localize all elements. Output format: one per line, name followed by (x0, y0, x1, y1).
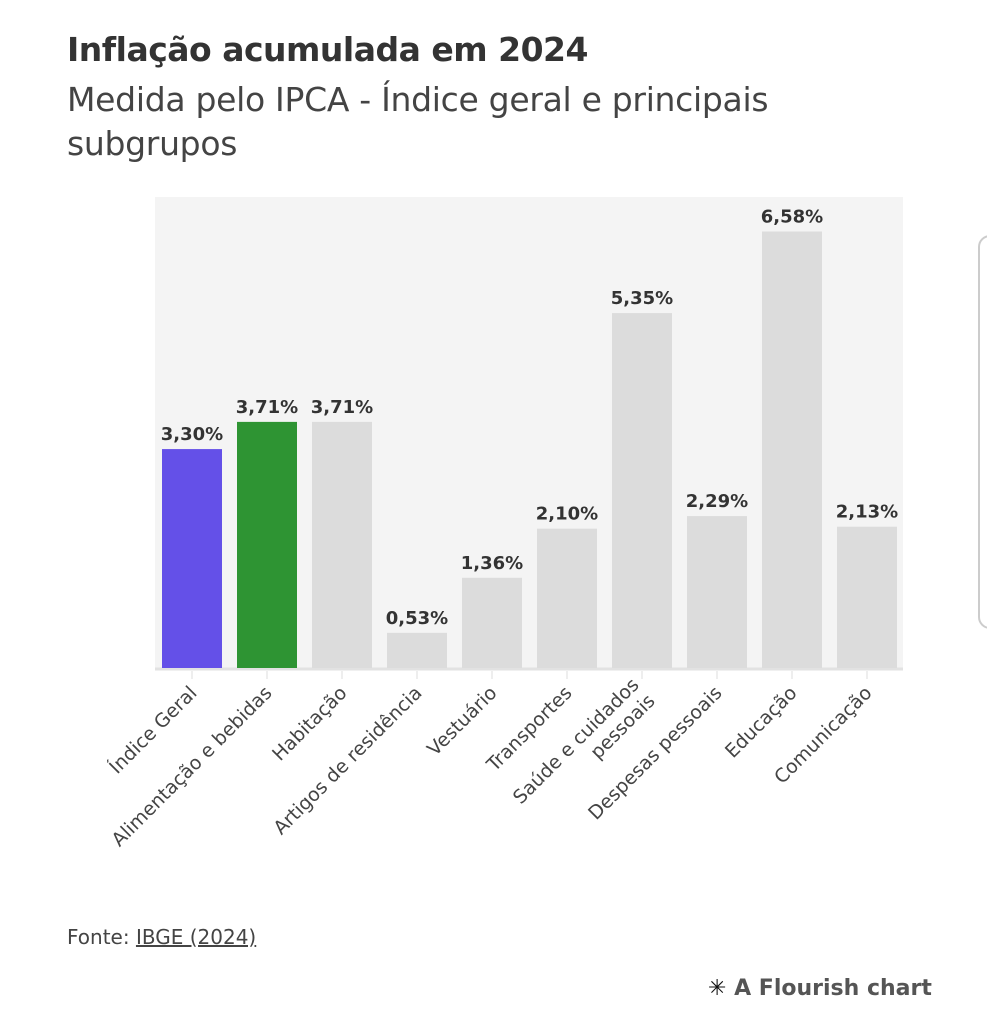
source-note: Fonte: IBGE (2024) (67, 925, 256, 949)
data-label: 5,35% (611, 288, 673, 309)
chart-title: Inflação acumulada em 2024 (67, 30, 588, 69)
data-label: 3,71% (311, 397, 373, 418)
bar (387, 632, 447, 668)
x-tick-label: Vestuário (423, 682, 501, 760)
data-label: 2,29% (686, 491, 748, 512)
bar (837, 526, 897, 668)
bar (462, 577, 522, 668)
data-label: 1,36% (461, 553, 523, 574)
data-label: 6,58% (761, 206, 823, 227)
bar (237, 421, 297, 668)
bar (687, 516, 747, 668)
x-tick-label: Educação (721, 682, 802, 763)
x-tick-label: Saúde e cuidadospessoais (509, 674, 660, 825)
data-label: 3,71% (236, 397, 298, 418)
x-tick-label: Artigos de residência (269, 682, 426, 839)
flourish-label: A Flourish chart (734, 976, 932, 1001)
data-label: 0,53% (386, 608, 448, 629)
side-panel-edge (978, 235, 987, 629)
x-tick-label: Alimentação e bebidas (107, 682, 276, 851)
bar (312, 421, 372, 668)
flourish-asterisk-icon: ✳ (708, 976, 727, 1001)
chart-subtitle: Medida pelo IPCA - Índice geral e princi… (67, 80, 769, 163)
bar (762, 231, 822, 668)
bar (162, 449, 222, 668)
bar (537, 528, 597, 668)
bar (612, 313, 672, 668)
data-label: 2,10% (536, 504, 598, 525)
flourish-credit[interactable]: ✳ A Flourish chart (708, 976, 932, 1001)
data-label: 3,30% (161, 424, 223, 445)
source-link[interactable]: IBGE (2024) (135, 925, 257, 949)
source-prefix: Fonte: (67, 925, 136, 949)
data-label: 2,13% (836, 502, 898, 523)
